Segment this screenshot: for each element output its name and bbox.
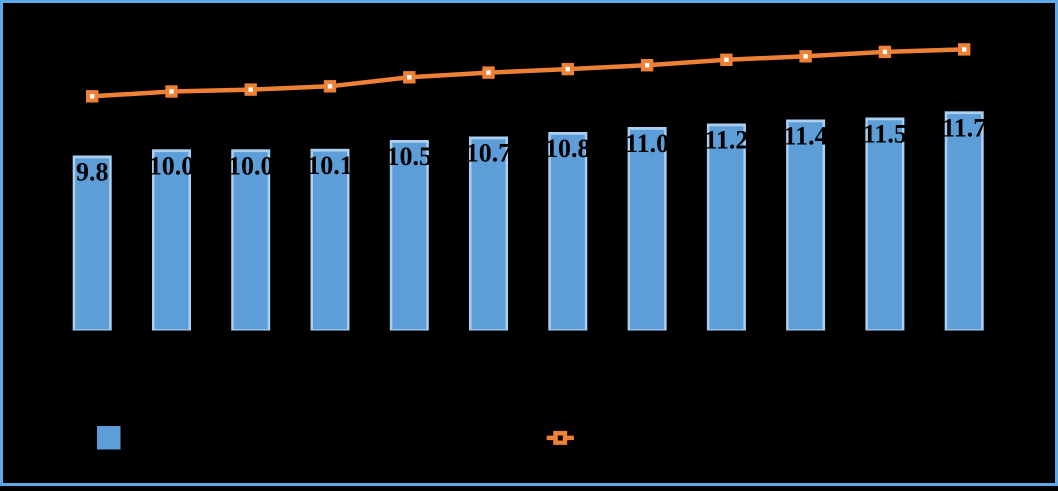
svg-text:10.5: 10.5 (387, 142, 433, 171)
svg-text:11.5: 11.5 (863, 120, 907, 149)
svg-text:11.0: 11.0 (625, 129, 669, 158)
svg-text:10.8: 10.8 (545, 134, 591, 163)
svg-text:9.8: 9.8 (76, 158, 109, 187)
svg-text:10.1: 10.1 (307, 151, 353, 180)
svg-text:11.4: 11.4 (784, 122, 828, 151)
svg-text:11.2: 11.2 (704, 126, 748, 155)
svg-text:10.0: 10.0 (149, 151, 195, 180)
svg-text:11.7: 11.7 (942, 113, 986, 142)
svg-text:10.7: 10.7 (466, 139, 512, 168)
svg-text:10.0: 10.0 (228, 151, 274, 180)
